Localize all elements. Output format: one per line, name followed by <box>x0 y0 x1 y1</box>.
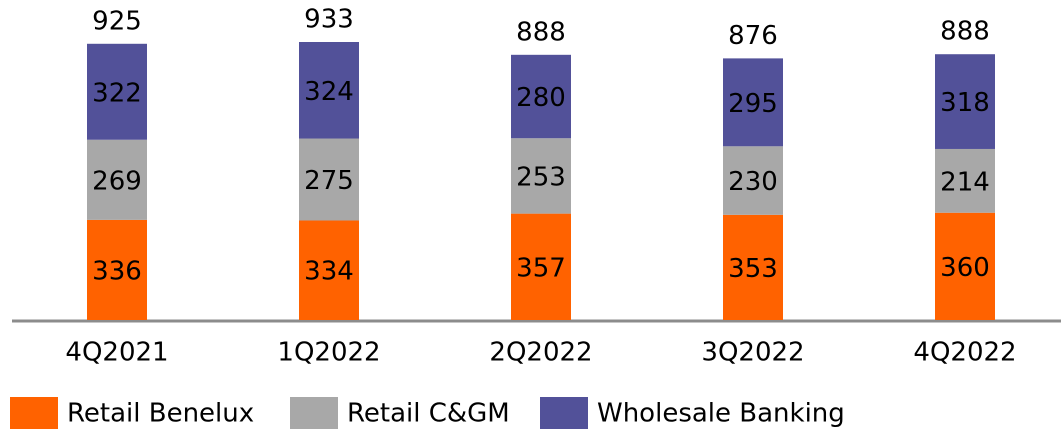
legend-swatch <box>290 397 338 429</box>
bar-segment <box>935 54 995 149</box>
value-label: 280 <box>516 83 566 113</box>
value-label: 230 <box>728 167 778 197</box>
x-tick-label: 4Q2022 <box>913 338 1016 368</box>
legend-label: Wholesale Banking <box>597 399 845 429</box>
x-tick-label: 4Q2021 <box>65 338 168 368</box>
value-label: 357 <box>516 253 566 283</box>
value-label: 322 <box>92 78 142 108</box>
value-label: 214 <box>940 167 990 197</box>
bar-segment <box>723 58 783 147</box>
legend-label: Retail C&GM <box>347 399 510 429</box>
bar-segment <box>87 219 147 320</box>
x-tick-label: 1Q2022 <box>277 338 380 368</box>
x-tick-label: 2Q2022 <box>489 338 592 368</box>
bar-segment <box>723 214 783 320</box>
bar-segment <box>723 146 783 215</box>
total-label: 933 <box>304 5 354 35</box>
value-label: 324 <box>304 77 354 107</box>
bar-segment <box>511 213 571 320</box>
x-tick-label: 3Q2022 <box>701 338 804 368</box>
value-label: 336 <box>92 256 142 286</box>
value-label: 318 <box>940 88 990 118</box>
total-label: 888 <box>940 17 990 47</box>
bar-segment <box>511 54 571 139</box>
total-label: 876 <box>728 21 778 51</box>
bar-segment <box>299 138 359 221</box>
value-label: 295 <box>728 89 778 119</box>
bar-segment <box>511 138 571 214</box>
total-label: 888 <box>516 17 566 47</box>
bar-segment <box>299 42 359 139</box>
legend-label: Retail Benelux <box>67 399 254 429</box>
value-label: 269 <box>92 166 142 196</box>
value-label: 253 <box>516 162 566 192</box>
bar-segment <box>935 148 995 213</box>
legend-swatch <box>10 397 58 429</box>
bar-segment <box>87 43 147 140</box>
value-label: 360 <box>940 253 990 283</box>
bar-segment <box>299 220 359 320</box>
bar-segment <box>935 212 995 320</box>
bar-segment <box>87 139 147 220</box>
value-label: 275 <box>304 166 354 196</box>
legend-swatch <box>540 397 588 429</box>
value-label: 334 <box>304 257 354 287</box>
value-label: 353 <box>728 254 778 284</box>
total-label: 925 <box>92 6 142 36</box>
